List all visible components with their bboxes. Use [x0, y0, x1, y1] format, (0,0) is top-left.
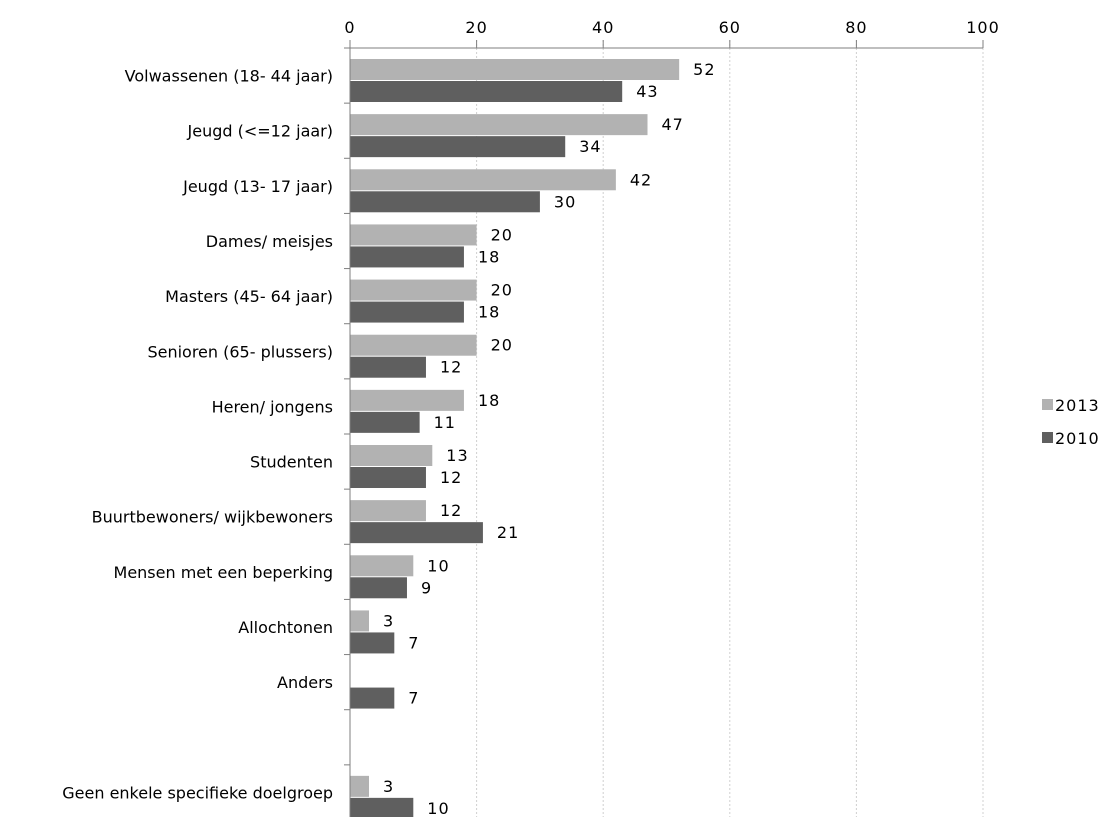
bar-2010: [350, 356, 426, 378]
data-label-2010: 11: [434, 413, 456, 432]
bar-2013: [350, 279, 477, 301]
category-label: Mensen met een beperking: [114, 563, 333, 582]
data-label-2010: 7: [408, 689, 419, 708]
data-label-2013: 20: [491, 281, 513, 300]
category-label: Volwassenen (18- 44 jaar): [125, 67, 333, 86]
data-label-2010: 43: [636, 82, 658, 101]
bar-2010: [350, 411, 420, 433]
category-label: Buurtbewoners/ wijkbewoners: [92, 508, 333, 527]
x-tick-label: 0: [344, 18, 355, 37]
data-label-2013: 13: [446, 446, 468, 465]
bar-2013: [350, 224, 477, 246]
bar-2010: [350, 632, 395, 654]
bar-2013: [350, 555, 414, 577]
category-label: Jeugd (<=12 jaar): [187, 122, 333, 141]
bar-2013: [350, 500, 426, 522]
bar-2010: [350, 136, 566, 158]
data-label-2013: 47: [662, 115, 684, 134]
data-label-2010: 21: [497, 523, 519, 542]
category-label: Geen enkele specifieke doelgroep: [62, 783, 333, 802]
bar-2013: [350, 334, 477, 356]
bar-2013: [350, 445, 433, 466]
category-label: Jeugd (13- 17 jaar): [182, 177, 333, 196]
x-tick-label: 80: [845, 18, 867, 37]
bar-2013: [350, 169, 616, 191]
category-label: Allochtonen: [238, 618, 333, 637]
bar-2010: [350, 797, 414, 819]
bar-2010: [350, 81, 623, 102]
data-label-2013: 10: [427, 556, 449, 575]
category-label: Anders: [277, 673, 333, 692]
bar-2010: [350, 577, 407, 599]
data-label-2010: 12: [440, 468, 462, 487]
bar-2010: [350, 191, 540, 213]
data-label-2010: 10: [427, 799, 449, 817]
bar-2010: [350, 301, 464, 323]
bar-2010: [350, 467, 426, 488]
category-label: Studenten: [250, 453, 333, 472]
bar-2013: [350, 389, 464, 411]
data-label-2013: 42: [630, 170, 652, 189]
data-label-2010: 18: [478, 303, 500, 322]
bar-2013: [350, 610, 369, 632]
category-label: Senioren (65- plussers): [147, 342, 333, 361]
category-label: Masters (45- 64 jaar): [165, 287, 333, 306]
bar-2013: [350, 59, 680, 80]
data-label-2010: 7: [408, 633, 419, 652]
category-label: Heren/ jongens: [212, 397, 333, 416]
bar-2010: [350, 522, 483, 544]
bars: [350, 59, 680, 819]
legend-swatch-2013: [1042, 399, 1053, 410]
x-tick-label: 60: [719, 18, 741, 37]
data-label-2013: 20: [491, 225, 513, 244]
legend: 2013 2010: [1042, 396, 1100, 448]
data-label-2013: 3: [383, 611, 394, 630]
legend-label-2010: 2010: [1055, 429, 1100, 448]
bar-2010: [350, 246, 464, 268]
bar-2010: [350, 687, 395, 709]
bar-2013: [350, 114, 648, 136]
axes: [344, 40, 984, 821]
category-label: Dames/ meisjes: [206, 232, 333, 251]
data-label-2010: 12: [440, 358, 462, 377]
data-label-2013: 20: [491, 336, 513, 355]
data-label-2010: 30: [554, 192, 576, 211]
data-label-2013: 52: [693, 60, 715, 79]
legend-label-2013: 2013: [1055, 396, 1100, 415]
data-label-2010: 34: [579, 137, 601, 156]
data-label-2013: 18: [478, 391, 500, 410]
x-tick-label: 100: [966, 18, 1000, 37]
data-label-2010: 9: [421, 578, 432, 597]
bar-2013: [350, 775, 369, 797]
labels: 0 20 40 60 80 100 Volwassenen (18- 44 jaar) 52 4…: [62, 18, 1000, 818]
legend-swatch-2010: [1042, 432, 1053, 443]
data-label-2010: 18: [478, 247, 500, 266]
data-label-2013: 12: [440, 501, 462, 520]
x-tick-label: 40: [592, 18, 614, 37]
x-tick-label: 20: [465, 18, 487, 37]
data-label-2013: 3: [383, 777, 394, 796]
